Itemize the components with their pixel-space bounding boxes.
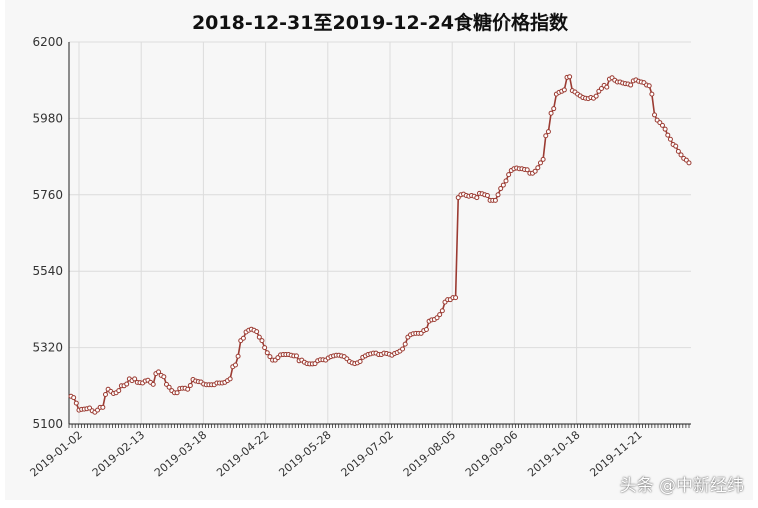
data-point xyxy=(532,168,538,174)
data-point xyxy=(256,334,262,340)
y-tick-label: 5320 xyxy=(32,341,63,355)
data-point xyxy=(357,358,363,364)
data-point xyxy=(649,91,655,97)
data-point xyxy=(132,376,138,382)
data-point xyxy=(259,338,265,344)
y-tick-label: 5100 xyxy=(32,417,63,431)
data-point xyxy=(593,93,599,99)
data-point xyxy=(474,195,480,201)
data-point xyxy=(235,353,241,359)
data-point xyxy=(524,167,530,173)
data-point xyxy=(453,295,459,301)
data-point xyxy=(264,350,270,356)
data-point xyxy=(498,186,504,192)
axes xyxy=(68,42,691,428)
data-point xyxy=(686,160,692,166)
data-point xyxy=(551,106,557,112)
data-point xyxy=(545,129,551,135)
y-tick-label: 5540 xyxy=(32,264,63,278)
data-point xyxy=(506,172,512,178)
watermark: 头条 @中新经纬 xyxy=(619,476,744,496)
data-point xyxy=(240,335,246,341)
data-point xyxy=(423,327,429,333)
data-point xyxy=(185,386,191,392)
data-point xyxy=(567,74,573,80)
data-point xyxy=(673,143,679,149)
data-point xyxy=(548,110,554,116)
data-point xyxy=(675,148,681,154)
y-tick-label: 5760 xyxy=(32,188,63,202)
data-point xyxy=(543,133,549,139)
data-point xyxy=(434,315,440,321)
data-point xyxy=(646,83,652,89)
data-point xyxy=(495,192,501,198)
data-point xyxy=(500,182,506,188)
data-point xyxy=(503,178,509,184)
data-point xyxy=(439,308,445,314)
data-point xyxy=(537,160,543,166)
data-point xyxy=(267,354,273,360)
data-point xyxy=(437,312,443,318)
data-point xyxy=(535,165,541,171)
data-point xyxy=(667,136,673,142)
data-point xyxy=(561,87,567,93)
data-point xyxy=(227,376,233,382)
chart-title: 2018-12-31至2019-12-24食糖价格指数 xyxy=(192,11,569,34)
data-point xyxy=(174,390,180,396)
data-point xyxy=(116,388,122,394)
series-points xyxy=(68,74,692,415)
data-point xyxy=(166,384,172,390)
data-point xyxy=(628,82,634,88)
data-point xyxy=(604,84,610,90)
data-point xyxy=(492,197,498,203)
data-point xyxy=(400,346,406,352)
data-point xyxy=(598,86,604,92)
y-tick-label: 5980 xyxy=(32,111,63,125)
data-point xyxy=(232,362,238,368)
data-point xyxy=(124,381,130,387)
data-point xyxy=(150,381,156,387)
data-point xyxy=(659,122,665,128)
data-point xyxy=(102,391,108,397)
data-point xyxy=(71,395,77,401)
data-point xyxy=(662,126,668,132)
data-point xyxy=(156,369,162,375)
data-point xyxy=(262,345,268,351)
data-point xyxy=(254,329,260,335)
data-point xyxy=(665,132,671,138)
data-point xyxy=(540,156,546,162)
data-point xyxy=(73,400,79,406)
data-point xyxy=(402,341,408,347)
data-point xyxy=(484,192,490,198)
data-point xyxy=(652,112,658,118)
data-point xyxy=(161,374,167,380)
y-axis-ticks: 5100 5320 5540 5760 5980 6200 xyxy=(32,35,63,431)
data-point xyxy=(293,353,299,359)
data-point xyxy=(187,382,193,388)
y-tick-label: 6200 xyxy=(32,35,63,49)
data-point xyxy=(678,152,684,158)
data-point xyxy=(100,404,106,410)
